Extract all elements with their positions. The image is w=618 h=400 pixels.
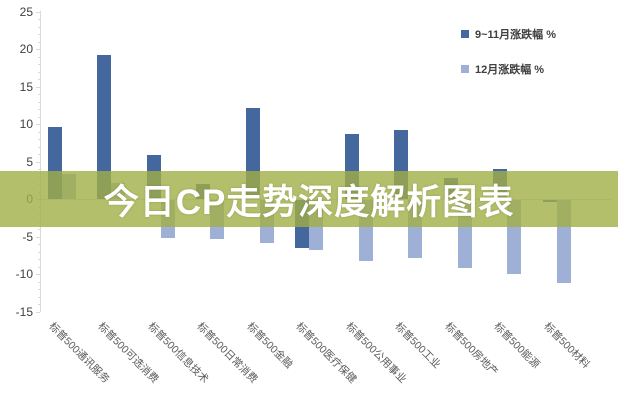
y-axis-tick bbox=[38, 296, 40, 298]
y-axis-label: 5 bbox=[26, 154, 33, 169]
y-axis-tick bbox=[38, 259, 40, 260]
y-axis-tick bbox=[38, 251, 40, 253]
x-axis-label: 标普500材料 bbox=[540, 320, 592, 371]
y-axis-tick bbox=[38, 79, 40, 80]
legend-color-swatch-dec bbox=[461, 65, 469, 73]
y-axis-tick bbox=[36, 161, 40, 163]
y-axis-tick bbox=[38, 26, 40, 28]
y-axis-line bbox=[40, 11, 41, 312]
y-axis-label: 25 bbox=[19, 4, 33, 19]
legend-label: 9~11月涨跌幅 % bbox=[475, 29, 557, 41]
y-axis-label: -10 bbox=[15, 267, 33, 281]
y-axis-tick bbox=[38, 139, 40, 140]
y-axis-tick bbox=[38, 109, 40, 110]
y-axis-tick bbox=[36, 236, 40, 238]
legend-color-swatch-sep-nov bbox=[461, 30, 469, 38]
y-axis-tick bbox=[38, 131, 40, 133]
y-axis-tick bbox=[38, 116, 40, 118]
y-axis-tick bbox=[38, 64, 40, 65]
y-axis-tick bbox=[38, 94, 40, 95]
y-axis-label: 15 bbox=[19, 79, 33, 94]
y-axis-tick bbox=[38, 41, 40, 43]
y-axis-tick bbox=[38, 56, 40, 58]
y-axis-tick bbox=[38, 266, 40, 268]
y-axis-tick bbox=[38, 281, 40, 283]
legend: 9~11月涨跌幅 % 12月涨跌幅 % bbox=[461, 26, 556, 96]
y-axis-label: -5 bbox=[22, 229, 33, 244]
y-axis-tick bbox=[36, 11, 40, 13]
y-axis-tick bbox=[36, 311, 40, 313]
y-axis-tick bbox=[36, 274, 40, 275]
legend-label: 12月涨跌幅 % bbox=[475, 64, 545, 76]
legend-item-sep-nov: 9~11月涨跌幅 % bbox=[461, 26, 556, 42]
y-axis-tick bbox=[36, 49, 40, 50]
y-axis-tick bbox=[38, 146, 40, 148]
y-axis-tick bbox=[38, 101, 40, 103]
y-axis-tick bbox=[38, 229, 40, 230]
y-axis-tick bbox=[38, 34, 40, 35]
y-axis-label: 20 bbox=[19, 42, 33, 56]
legend-item-dec: 12月涨跌幅 % bbox=[461, 61, 556, 77]
y-axis-tick bbox=[38, 71, 40, 73]
y-axis-tick bbox=[36, 86, 40, 88]
title-banner: 今日CP走势深度解析图表 bbox=[0, 171, 618, 227]
x-axis-label: 标普500能源 bbox=[491, 320, 542, 371]
chart-title: 今日CP走势深度解析图表 bbox=[103, 182, 515, 222]
y-axis-tick bbox=[38, 304, 40, 305]
x-axis-label: 标普500金融 bbox=[244, 320, 295, 371]
x-axis-label: 标普500房地产 bbox=[441, 320, 500, 379]
y-axis-tick bbox=[38, 169, 40, 170]
y-axis-tick bbox=[38, 154, 40, 155]
x-axis-label: 标普500工业 bbox=[392, 320, 443, 371]
y-axis-tick bbox=[36, 124, 40, 125]
y-axis-tick bbox=[38, 19, 40, 20]
y-axis-tick bbox=[38, 244, 40, 245]
y-axis-tick bbox=[38, 289, 40, 290]
y-axis-label: -15 bbox=[15, 304, 33, 319]
y-axis-label: 10 bbox=[19, 117, 33, 131]
bar-sep-nov bbox=[97, 55, 112, 199]
